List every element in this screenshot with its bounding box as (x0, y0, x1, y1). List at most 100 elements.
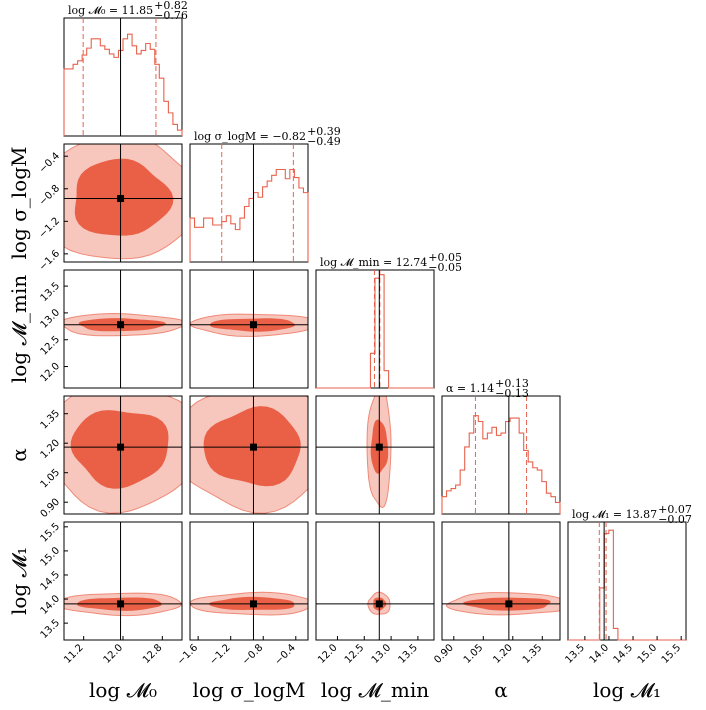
title-upper-error: +0.82 (154, 0, 188, 12)
y-tick-label: 15.5 (39, 521, 63, 545)
x-tick-label: 1.20 (491, 642, 515, 666)
y-tick-label: 15.0 (39, 545, 63, 569)
x-axis-logM1: 13.5 14.0 14.5 15.0 15.5 log 𝓜₁ (563, 636, 683, 702)
hist-panel-logsigma: log σ_logM = −0.82 +0.39−0.49 (189, 125, 341, 263)
x-axis-logM0: 11.2 12.0 12.8 log 𝓜₀ (62, 636, 164, 702)
x-tick-label: 14.0 (588, 642, 612, 666)
x-tick-label: −1.6 (175, 642, 200, 667)
x-tick-label: 12.0 (102, 642, 126, 666)
y-tick-label: 13.5 (39, 280, 63, 304)
x-tick-label: 1.35 (521, 642, 545, 666)
histogram-step (568, 529, 686, 641)
axes-frame (315, 395, 435, 515)
axes-frame (441, 521, 561, 641)
title-upper-error: +0.13 (495, 377, 529, 390)
x-tick-label: 15.0 (636, 642, 660, 666)
title-lower-error: −0.76 (154, 9, 188, 22)
x-tick-label: −1.2 (208, 642, 233, 667)
axes-frame (63, 269, 183, 389)
contour-panel-logM0-logMmin (63, 269, 183, 389)
panel-title: log σ_logM = −0.82 (194, 130, 306, 143)
x-axis-label: log 𝓜₀ (89, 678, 157, 702)
contour-panel-alpha-logM1 (441, 521, 561, 641)
y-tick-label: 0.90 (39, 497, 63, 521)
x-axis-label: log 𝓜₁ (593, 678, 661, 702)
x-tick-label: 12.0 (316, 642, 340, 666)
x-tick-label: −0.4 (273, 642, 298, 667)
y-axis-label: log 𝓜_min (7, 275, 31, 383)
histogram-step (441, 415, 561, 514)
truth-marker (117, 321, 125, 329)
truth-marker (505, 600, 513, 608)
histogram-step (63, 33, 183, 136)
contour-panel-logsigma-logMmin (189, 269, 309, 389)
title-upper-error: +0.39 (307, 125, 341, 138)
truth-marker (375, 600, 383, 608)
y-tick-label: 1.35 (39, 408, 63, 432)
x-tick-label: 15.5 (660, 642, 684, 666)
x-tick-label: −0.8 (240, 642, 265, 667)
x-axis-label: α (494, 678, 508, 702)
y-tick-label: 14.5 (39, 569, 63, 593)
x-axis-label: log σ_logM (193, 678, 306, 702)
contour-panel-logM0-logM1 (63, 521, 183, 641)
y-axis-label: log 𝓜₁ (7, 547, 31, 615)
truth-marker (249, 600, 257, 608)
title-lower-error: −0.49 (307, 135, 341, 148)
contour-panel-logMmin-logM1 (315, 521, 435, 641)
title-upper-error: +0.07 (658, 503, 692, 516)
truth-marker (117, 600, 125, 608)
x-tick-label: 13.5 (563, 642, 587, 666)
histogram-step (316, 274, 434, 389)
y-axis-logM1: 15.515.014.514.013.5 log 𝓜₁ (7, 521, 68, 641)
axes-frame (441, 395, 561, 515)
truth-marker (375, 443, 383, 451)
contour-panel-logMmin-alpha (315, 395, 435, 515)
y-axis-label: log σ_logM (7, 147, 31, 260)
axes-frame (63, 143, 183, 263)
title-upper-error: +0.05 (428, 251, 462, 264)
histogram-step (189, 168, 309, 262)
x-tick-label: 12.8 (141, 642, 165, 666)
panel-title: log 𝓜_min = 12.74 (320, 256, 427, 269)
x-tick-label: 13.5 (397, 642, 421, 666)
y-tick-label: 12.5 (39, 334, 63, 358)
axes-frame (189, 269, 309, 389)
y-tick-label: 1.20 (39, 438, 63, 462)
x-axis-alpha: 0.90 1.05 1.20 1.35 α (432, 636, 544, 702)
x-tick-label: 1.05 (462, 642, 486, 666)
hist-panel-logM1: log 𝓜₁ = 13.87 +0.07−0.07 (567, 503, 692, 641)
x-tick-label: 11.2 (62, 642, 86, 666)
y-axis-alpha: 1.35 1.20 1.05 0.90 α (7, 408, 68, 520)
x-tick-label: 13.0 (370, 642, 394, 666)
axes-frame (189, 395, 309, 515)
contour-panel-logM0-alpha (63, 395, 183, 515)
truth-marker (249, 321, 257, 329)
hist-panel-logM0: log 𝓜₀ = 11.85 +0.82−0.76 (63, 0, 188, 137)
y-axis-label: α (7, 448, 31, 462)
axes-frame (63, 521, 183, 641)
y-tick-label: −1.2 (37, 216, 62, 241)
x-axis-logMmin: 12.0 12.5 13.0 13.5 log 𝓜_min (316, 636, 429, 702)
y-tick-label: 12.0 (39, 361, 63, 385)
panel-title: α = 1.14 (446, 382, 494, 395)
title-lower-error: −0.07 (658, 513, 692, 526)
x-tick-label: 14.5 (612, 642, 636, 666)
y-tick-label: 14.0 (39, 593, 63, 617)
title-lower-error: −0.13 (495, 387, 529, 400)
x-tick-label: 0.90 (432, 642, 456, 666)
contour-panel-logsigma-alpha (189, 395, 309, 515)
y-tick-label: −1.6 (37, 248, 62, 273)
y-tick-label: −0.4 (37, 151, 62, 176)
axes-frame (189, 521, 309, 641)
axes-frame (567, 521, 687, 641)
truth-marker (249, 443, 257, 451)
x-tick-label: 12.5 (343, 642, 367, 666)
x-axis-label: log 𝓜_min (321, 678, 429, 702)
y-tick-label: −0.8 (37, 183, 62, 208)
contour-panel-logsigma-logM1 (189, 521, 309, 641)
title-lower-error: −0.05 (428, 261, 462, 274)
y-tick-label: 1.05 (39, 467, 63, 491)
truth-marker (117, 443, 125, 451)
